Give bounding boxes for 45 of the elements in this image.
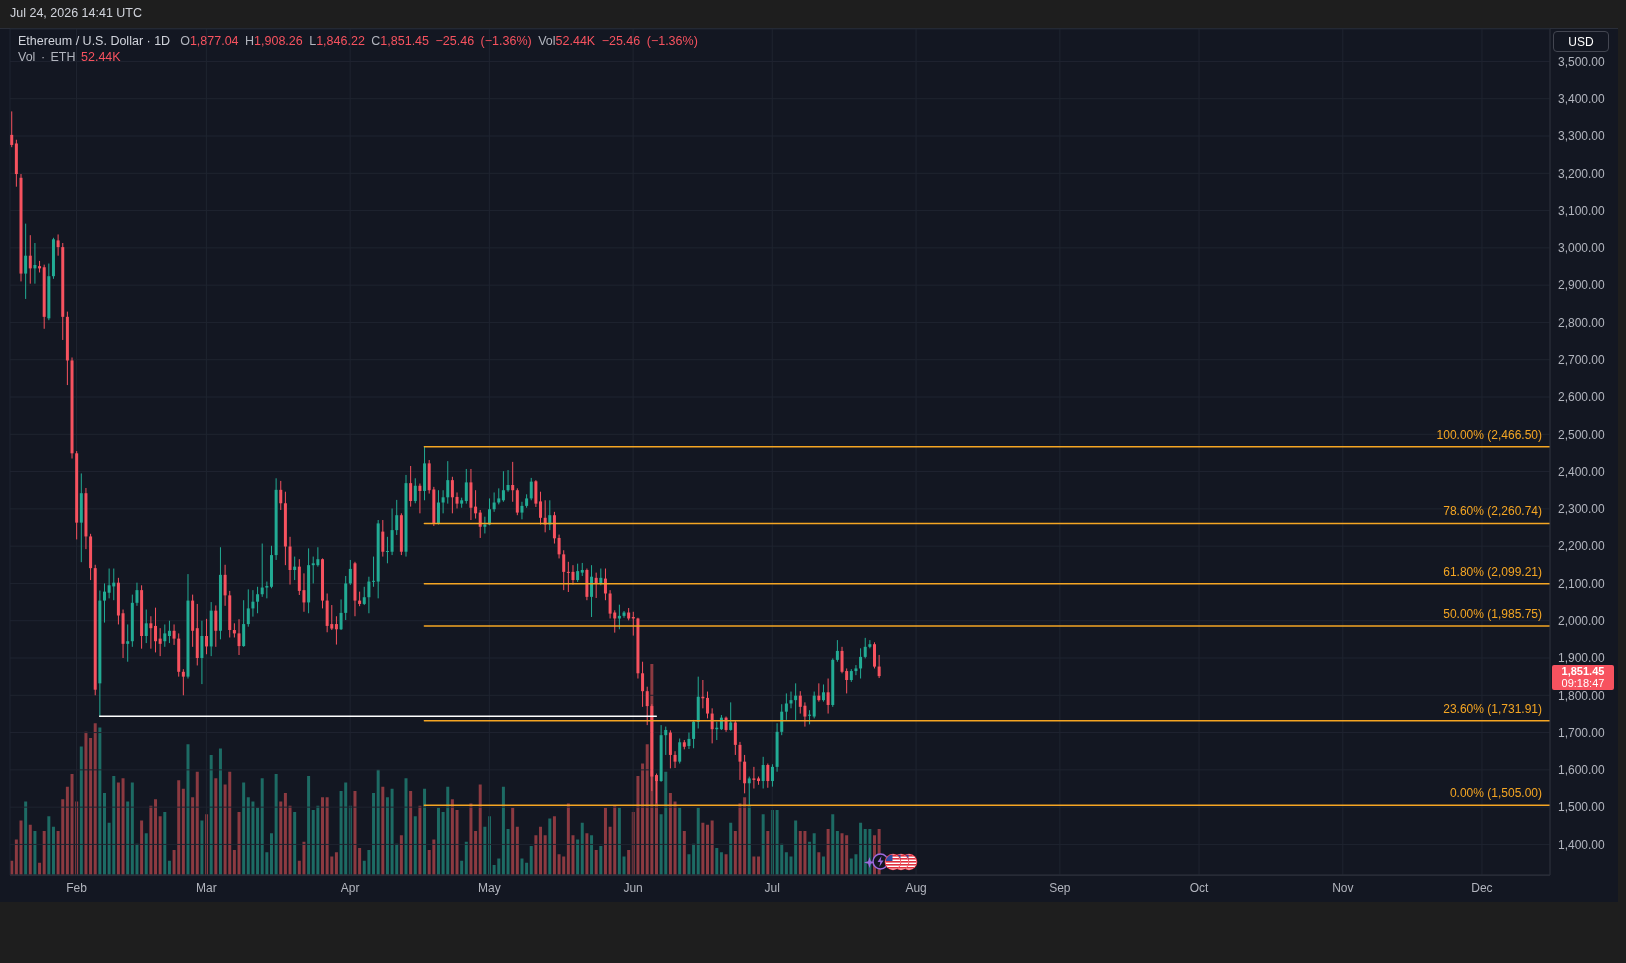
y-tick-label: 2,800.00 <box>1558 315 1606 330</box>
x-tick-label: Mar <box>196 880 217 895</box>
y-tick-label: 2,200.00 <box>1558 539 1606 554</box>
y-tick-label: 3,000.00 <box>1558 241 1606 256</box>
annotation: Vol · ETH 52.44K <box>18 50 121 64</box>
y-tick-label: 2,500.00 <box>1558 427 1606 442</box>
annotation: 23.60% (1,731.91) <box>1442 701 1542 717</box>
annotation: 0.00% (1,505.00) <box>1448 786 1542 802</box>
x-tick-label: Apr <box>340 880 360 895</box>
y-tick-label: 1,700.00 <box>1558 725 1606 740</box>
annotation: 50.00% (1,985.75) <box>1442 607 1542 623</box>
y-tick-label: 1,800.00 <box>1558 688 1606 703</box>
x-tick-label: Dec <box>1471 880 1493 895</box>
y-tick-label: 2,100.00 <box>1558 576 1606 591</box>
text: O1,877.04 H1,908.26 L1,846.22 C1,851.45 −25.46 (−1.36%) Vol52.44K −25.46 (−1.36%) <box>180 34 698 48</box>
y-tick-label: 3,200.00 <box>1558 166 1606 181</box>
x-tick-label: Aug <box>905 880 927 895</box>
y-tick-label: 2,000.00 <box>1558 613 1606 628</box>
currency-button: USD <box>1553 31 1609 52</box>
y-tick-label: 3,100.00 <box>1558 203 1606 218</box>
x-tick-label: Oct <box>1189 880 1210 895</box>
y-tick-label: 1,600.00 <box>1558 763 1606 778</box>
annotation: 100.00% (2,466.50) <box>1435 427 1542 443</box>
y-tick-label: 1,900.00 <box>1558 651 1606 666</box>
y-tick-label: 3,500.00 <box>1558 54 1606 69</box>
chart-title: Ethereum / U.S. Dollar · 1D <box>18 34 171 48</box>
x-tick-label: May <box>477 880 501 895</box>
y-tick-label: 2,300.00 <box>1558 502 1606 517</box>
y-tick-label: 1,400.00 <box>1558 837 1606 852</box>
y-tick-label: 2,700.00 <box>1558 352 1606 367</box>
y-tick-label: 2,400.00 <box>1558 464 1606 479</box>
text: Jul 24, 2026 14:41 UTC <box>10 6 143 20</box>
y-tick-label: 3,400.00 <box>1558 91 1606 106</box>
x-tick-label: Sep <box>1049 880 1071 895</box>
price-tag: 1,851.45 09:18:47 <box>1552 665 1614 691</box>
y-tick-label: 1,500.00 <box>1558 800 1606 815</box>
x-tick-label: Jun <box>623 880 643 895</box>
y-tick-label: 2,600.00 <box>1558 390 1606 405</box>
x-tick-label: Nov <box>1332 880 1354 895</box>
x-tick-label: Feb <box>66 880 88 895</box>
y-tick-label: 3,300.00 <box>1558 129 1606 144</box>
x-tick-label: Jul <box>764 880 780 895</box>
y-tick-label: 2,900.00 <box>1558 278 1606 293</box>
annotation: 61.80% (2,099.21) <box>1442 564 1542 580</box>
annotation: 78.60% (2,260.74) <box>1442 504 1542 520</box>
